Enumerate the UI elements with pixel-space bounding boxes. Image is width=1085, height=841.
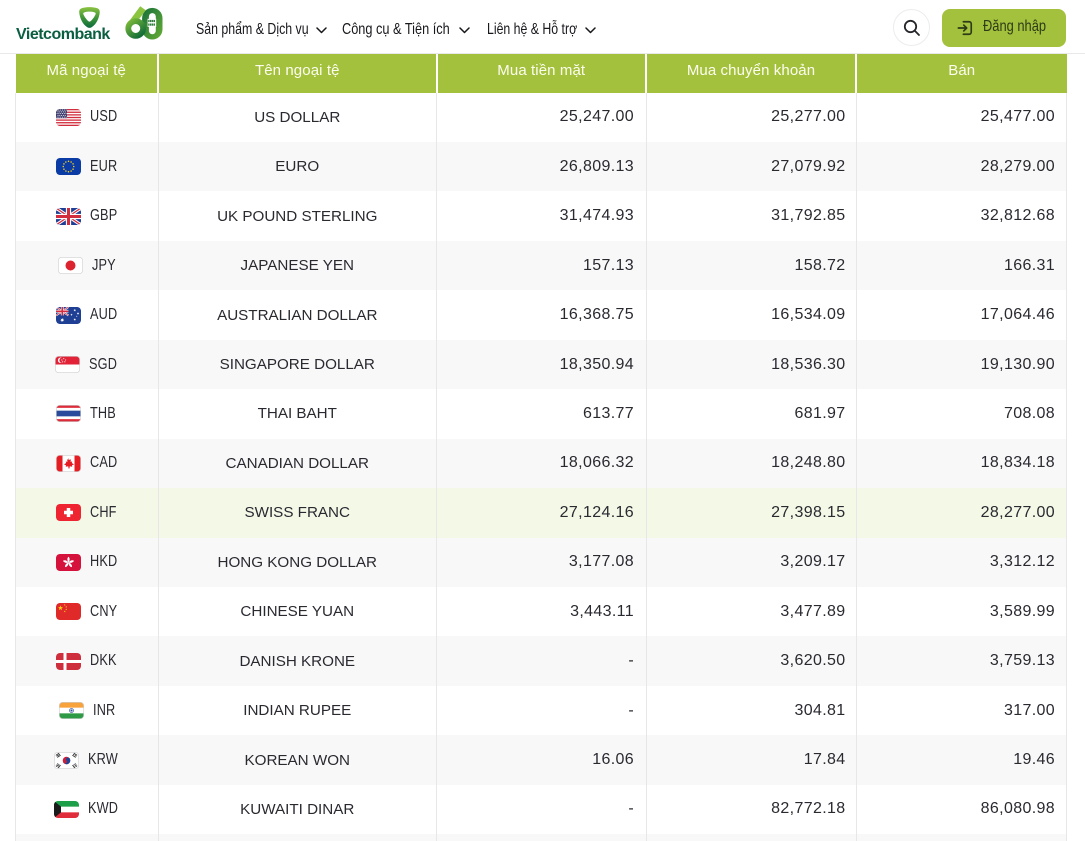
svg-text:Vietcombank: Vietcombank bbox=[16, 26, 110, 43]
